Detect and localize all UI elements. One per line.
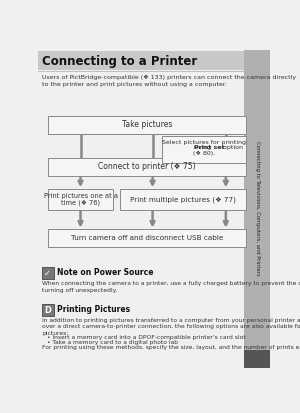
FancyBboxPatch shape: [48, 116, 246, 134]
FancyBboxPatch shape: [244, 350, 270, 368]
FancyBboxPatch shape: [42, 304, 54, 316]
FancyBboxPatch shape: [244, 50, 270, 368]
Text: • Insert a memory card into a DPOF-compatible printer's card slot: • Insert a memory card into a DPOF-compa…: [47, 335, 246, 340]
Text: Users of PictBridge-compatible (❖ 133) printers can connect the camera directly
: Users of PictBridge-compatible (❖ 133) p…: [42, 75, 296, 87]
FancyBboxPatch shape: [120, 188, 246, 210]
Text: (❖ 80).: (❖ 80).: [193, 151, 215, 156]
Text: Print multiple pictures (❖ 77): Print multiple pictures (❖ 77): [130, 196, 236, 203]
Text: When connecting the camera to a printer, use a fully charged battery to prevent : When connecting the camera to a printer,…: [42, 281, 300, 293]
FancyBboxPatch shape: [42, 267, 54, 280]
Text: For printing using these methods, specify the size, layout, and the number of pr: For printing using these methods, specif…: [42, 345, 300, 350]
Text: Connecting to a Printer: Connecting to a Printer: [42, 55, 197, 67]
Text: Note on Power Source: Note on Power Source: [57, 268, 153, 277]
Text: In addition to printing pictures transferred to a computer from your personal pr: In addition to printing pictures transfe…: [42, 318, 300, 336]
Text: option: option: [221, 145, 243, 150]
FancyBboxPatch shape: [48, 229, 246, 247]
Text: Printing Pictures: Printing Pictures: [57, 305, 130, 314]
FancyBboxPatch shape: [48, 188, 113, 210]
Text: • Take a memory card to a digital photo lab: • Take a memory card to a digital photo …: [47, 340, 178, 345]
Text: ✓: ✓: [44, 269, 51, 278]
Text: using: using: [194, 145, 213, 150]
Text: Take pictures: Take pictures: [122, 121, 172, 129]
Text: Select pictures for printing: Select pictures for printing: [162, 140, 246, 145]
Text: Print set: Print set: [194, 145, 225, 150]
Text: D: D: [44, 306, 51, 315]
Text: Connecting to Televisions, Computers, and Printers: Connecting to Televisions, Computers, an…: [255, 141, 260, 276]
FancyBboxPatch shape: [162, 136, 246, 163]
Text: Print pictures one at a
time (❖ 76): Print pictures one at a time (❖ 76): [44, 192, 118, 206]
Text: Turn camera off and disconnect USB cable: Turn camera off and disconnect USB cable: [70, 235, 223, 241]
Text: Connect to printer (❖ 75): Connect to printer (❖ 75): [98, 162, 196, 171]
Text: using ••••••••• option: using ••••••••• option: [167, 145, 241, 150]
FancyBboxPatch shape: [38, 51, 244, 70]
FancyBboxPatch shape: [48, 158, 246, 176]
